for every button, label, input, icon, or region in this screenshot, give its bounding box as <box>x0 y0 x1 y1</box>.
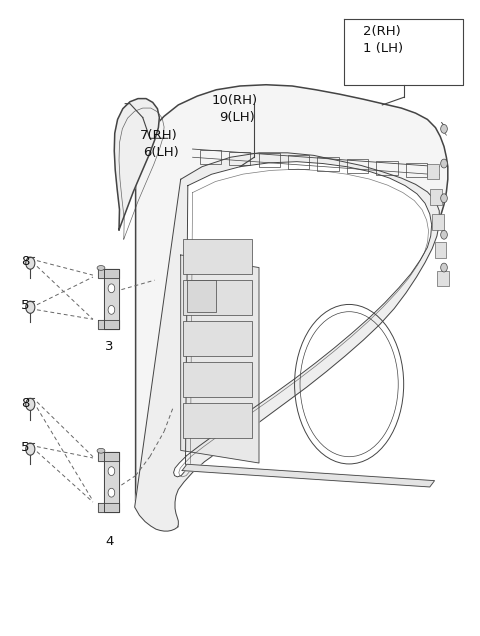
Text: 8: 8 <box>21 255 29 268</box>
Circle shape <box>108 284 115 293</box>
Text: 9(LH): 9(LH) <box>219 111 254 124</box>
Bar <box>427 163 439 179</box>
Bar <box>187 280 216 312</box>
Bar <box>183 362 252 397</box>
Circle shape <box>108 488 115 497</box>
Polygon shape <box>98 269 119 278</box>
Bar <box>183 403 252 438</box>
Circle shape <box>441 194 447 203</box>
Circle shape <box>441 159 447 168</box>
Circle shape <box>108 467 115 476</box>
Polygon shape <box>135 153 439 531</box>
Text: 5: 5 <box>21 299 29 312</box>
Text: 1 (LH): 1 (LH) <box>363 42 404 55</box>
Polygon shape <box>98 320 119 329</box>
Circle shape <box>26 443 35 455</box>
Bar <box>437 271 449 286</box>
Text: 7(RH): 7(RH) <box>140 128 178 142</box>
Bar <box>229 151 251 165</box>
Text: 2(RH): 2(RH) <box>363 25 401 38</box>
Polygon shape <box>104 452 119 512</box>
Circle shape <box>441 125 447 134</box>
Bar <box>434 242 446 258</box>
Text: 6(LH): 6(LH) <box>143 146 179 159</box>
Text: 10(RH): 10(RH) <box>212 94 258 107</box>
Text: 4: 4 <box>105 536 114 548</box>
Polygon shape <box>104 269 119 329</box>
Polygon shape <box>180 255 259 463</box>
Polygon shape <box>182 464 434 487</box>
Circle shape <box>26 301 35 314</box>
Circle shape <box>108 305 115 314</box>
Polygon shape <box>98 503 119 512</box>
Circle shape <box>26 257 35 269</box>
Circle shape <box>441 230 447 239</box>
Bar <box>183 321 252 356</box>
Polygon shape <box>136 85 448 527</box>
Bar <box>259 153 280 167</box>
Bar <box>288 155 309 169</box>
Text: 5: 5 <box>21 441 29 453</box>
Bar <box>183 239 252 274</box>
Polygon shape <box>174 162 432 477</box>
Bar <box>200 149 221 163</box>
Bar <box>406 163 427 177</box>
Bar <box>430 189 442 205</box>
Bar <box>347 159 368 173</box>
Bar <box>376 161 397 175</box>
Ellipse shape <box>97 448 105 453</box>
Bar <box>183 280 252 315</box>
Circle shape <box>26 398 35 410</box>
Ellipse shape <box>97 266 105 270</box>
Polygon shape <box>98 452 119 461</box>
Circle shape <box>441 263 447 272</box>
Bar <box>432 214 444 230</box>
Polygon shape <box>114 99 159 230</box>
Text: 8: 8 <box>21 397 29 410</box>
Bar <box>317 157 339 171</box>
Text: 3: 3 <box>105 340 114 353</box>
